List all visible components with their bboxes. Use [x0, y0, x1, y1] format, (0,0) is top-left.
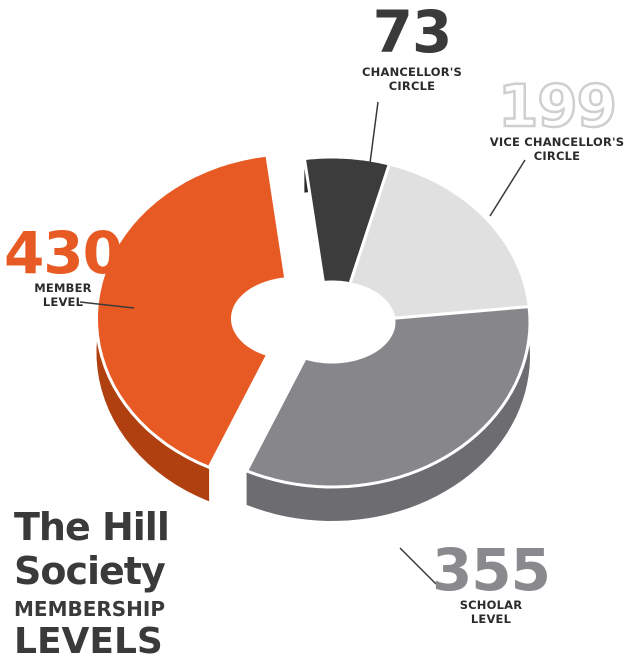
value-label-member-level: 430 — [4, 219, 122, 287]
leader-line-chancellors-circle — [370, 102, 378, 163]
category-label-chancellors-circle-2: CIRCLE — [389, 79, 435, 93]
slice-scholar-level — [247, 307, 530, 487]
slice-tops — [97, 155, 531, 487]
leader-line-vice-chancellors-circle — [490, 160, 525, 216]
category-label-scholar-level-1: SCHOLAR — [460, 598, 523, 612]
category-label-chancellors-circle-1: CHANCELLOR'S — [362, 65, 462, 79]
leader-line-scholar-level — [400, 548, 436, 584]
page-subtitle-line-1: MEMBERSHIP — [14, 597, 165, 621]
value-label-chancellors-circle: 73 — [373, 0, 452, 66]
category-label-member-level-1: MEMBER — [34, 281, 91, 295]
page-subtitle-line-2: LEVELS — [14, 621, 163, 662]
category-label-vice-chancellors-circle-1: VICE CHANCELLOR'S — [490, 135, 624, 149]
value-label-scholar-level: 355 — [432, 536, 550, 604]
page-title-line-2: Society — [14, 549, 166, 593]
category-label-member-level-2: LEVEL — [43, 295, 84, 309]
category-label-vice-chancellors-circle-2: CIRCLE — [534, 149, 580, 163]
value-label-vice-chancellors-circle: 199 — [498, 72, 616, 140]
page-title-line-1: The Hill — [14, 505, 169, 549]
category-label-scholar-level-2: LEVEL — [471, 612, 512, 626]
